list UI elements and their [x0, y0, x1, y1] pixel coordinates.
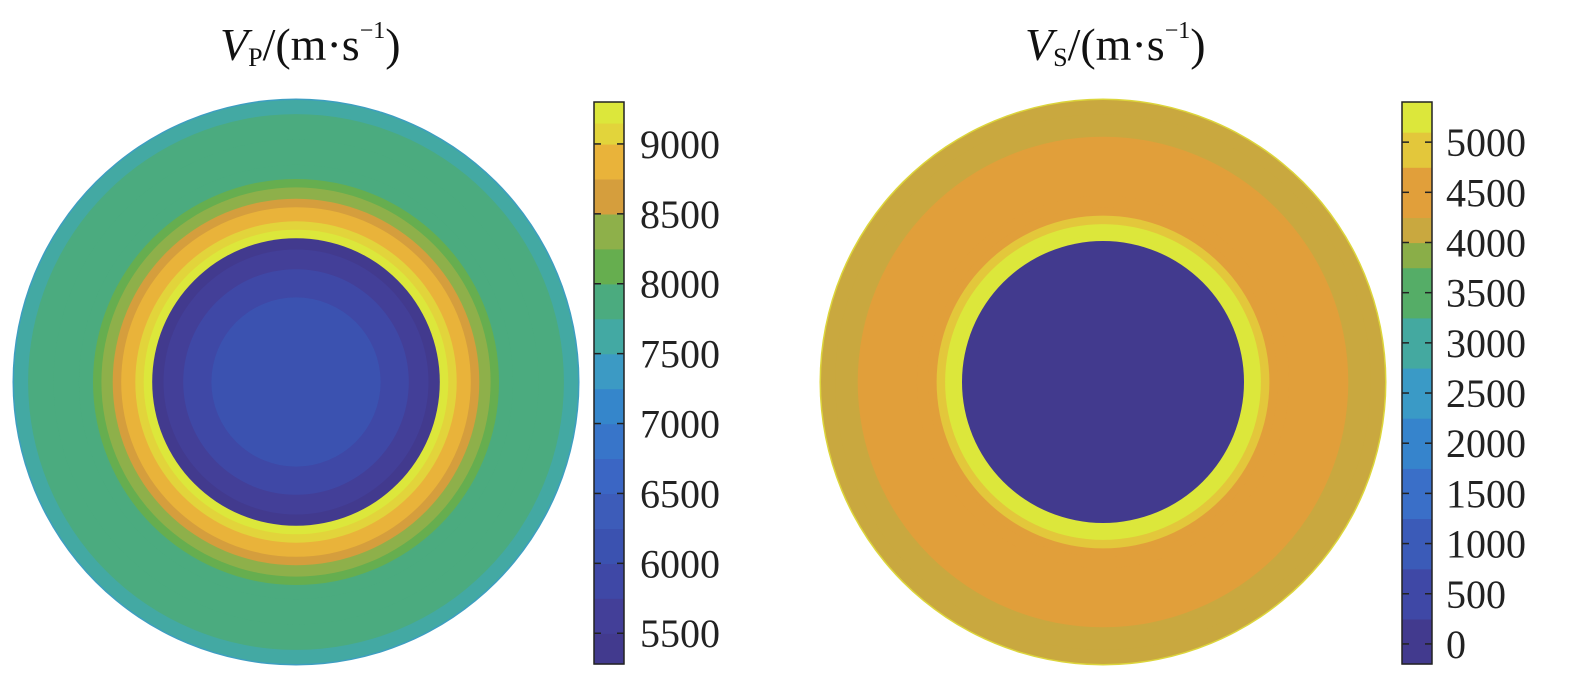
- vp-colorbar-tick-label: 6500: [640, 471, 720, 516]
- vp-colorbar-segment-13: [594, 178, 624, 215]
- vs-colorbar-frame: [1401, 101, 1433, 665]
- vs-colorbar-tick-label: 2500: [1446, 371, 1526, 416]
- vp-colorbar-frame: [593, 101, 625, 665]
- vs-colorbar-tick-label: 500: [1446, 572, 1506, 617]
- vp-colorbar-segment-4: [594, 493, 624, 529]
- vp-colorbar-segment-11: [594, 248, 624, 285]
- vs-radial-band-8: [962, 241, 1244, 523]
- vp-title-exponent: −1: [359, 18, 386, 44]
- vs-colorbar-tick-label: 0: [1446, 622, 1466, 667]
- vs-colorbar-tick-label: 5000: [1446, 120, 1526, 165]
- vs-title-exponent: −1: [1164, 18, 1191, 44]
- vs-colorbar-segment-8: [1402, 242, 1432, 269]
- vp-title-close: ): [385, 19, 401, 70]
- vp-colorbar-segment-6: [594, 423, 624, 460]
- vp-colorbar-segment-9: [594, 318, 624, 355]
- vs-colorbar-tick-label: 1000: [1446, 522, 1526, 567]
- vp-colorbar-segment-1: [594, 598, 624, 634]
- vs-colorbar-tick-label: 2000: [1446, 421, 1526, 466]
- vs-title-symbol: V: [1025, 19, 1054, 70]
- vs-colorbar-tick-label: 4500: [1446, 170, 1526, 215]
- vp-colorbar-segment-14: [594, 143, 624, 180]
- vp-colorbar-segment-5: [594, 458, 624, 495]
- vp-panel: VP/(m·s−1) 5500 6000 6500 7000 7500 8000 8500 9…: [12, 18, 720, 666]
- vp-colorbar-segment-15: [594, 123, 624, 145]
- vp-radial-band-13: [211, 297, 381, 467]
- vp-title: VP/(m·s−1): [220, 18, 401, 73]
- vp-colorbar-segment-8: [594, 353, 624, 390]
- vp-colorbar-tick-label: 7000: [640, 402, 720, 447]
- vs-title: VS/(m·s−1): [1025, 18, 1206, 73]
- vs-colorbar-tick-label: 3500: [1446, 271, 1526, 316]
- vp-title-unit: /(m·s: [262, 19, 360, 70]
- vp-colorbar-segment-2: [594, 563, 624, 599]
- vp-colorbar-segment-12: [594, 213, 624, 250]
- vp-colorbar-tick-label: 8000: [640, 262, 720, 307]
- vs-velocity-map: 0 500 1000 1500 2000 2500 3000 3500 4000 4500 5000: [819, 98, 1526, 667]
- vp-colorbar-tick-label: 9000: [640, 122, 720, 167]
- vs-colorbar-tick-label: 4000: [1446, 221, 1526, 266]
- vs-panel: VS/(m·s−1) 0 500 1000 1500 2000 2500 3000 3500 4…: [800, 0, 1575, 699]
- vp-colorbar-segment-10: [594, 283, 624, 320]
- vp-title-symbol: V: [220, 19, 249, 70]
- vs-title-subscript: S: [1053, 43, 1068, 72]
- vs-colorbar-segment-9: [1402, 217, 1432, 244]
- vs-colorbar-tick-label: 3000: [1446, 321, 1526, 366]
- vp-colorbar-tick-label: 5500: [640, 611, 720, 656]
- vs-colorbar-segment-12: [1402, 102, 1432, 133]
- vp-colorbar-segment-16: [594, 102, 624, 124]
- vp-colorbar-tick-label: 7500: [640, 332, 720, 377]
- vp-colorbar-segment-0: [594, 633, 624, 665]
- vs-colorbar-segment-0: [1402, 618, 1432, 665]
- vs-colorbar-tick-label: 1500: [1446, 471, 1526, 516]
- vp-colorbar-tick-label: 8500: [640, 192, 720, 237]
- vs-title-close: ): [1190, 19, 1206, 70]
- vp-colorbar-segment-7: [594, 388, 624, 425]
- vp-colorbar-tick-label: 6000: [640, 541, 720, 586]
- vs-colorbar-segment-11: [1402, 132, 1432, 168]
- vp-title-subscript: P: [248, 43, 263, 72]
- vp-colorbar-segment-3: [594, 528, 624, 564]
- vp-velocity-map: 5500 6000 6500 7000 7500 8000 8500 9000: [12, 98, 720, 666]
- vs-title-unit: /(m·s: [1067, 19, 1165, 70]
